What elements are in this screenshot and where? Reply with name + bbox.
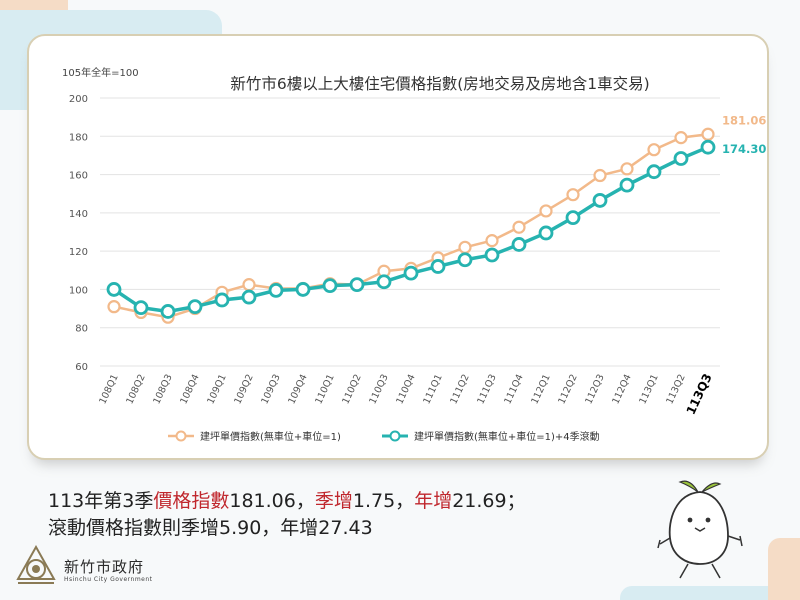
data-point (592, 193, 608, 208)
x-tick-label: 109Q1 (205, 373, 228, 406)
data-point (646, 164, 662, 180)
data-point (376, 274, 392, 290)
x-tick-label: 109Q4 (286, 373, 309, 406)
data-point (214, 292, 230, 308)
data-point (566, 188, 580, 202)
x-tick-label: 109Q3 (259, 373, 282, 406)
data-point (458, 240, 472, 254)
x-tick-label: 112Q2 (556, 373, 579, 406)
bottom-peach-shape (768, 538, 800, 600)
legend-swatch-marker (389, 430, 401, 442)
y-tick-label: 80 (75, 324, 88, 335)
x-tick-label: 111Q2 (448, 373, 471, 406)
x-tick-label: 113Q1 (637, 373, 660, 406)
chart-card (27, 34, 769, 460)
data-point (106, 282, 122, 297)
data-point (242, 278, 256, 292)
y-tick-label: 100 (69, 285, 88, 296)
caption-line-2: 滾動價格指數則季增5.90，年增27.43 (48, 517, 373, 539)
caption-line-1: 113年第3季價格指數181.06，季增1.75，年增21.69； (48, 486, 526, 513)
x-tick-label: 110Q1 (313, 373, 336, 406)
y-tick-label: 60 (75, 362, 88, 373)
data-point (403, 265, 419, 281)
legend-label: 建坪單價指數(無車位+車位=1) (200, 430, 341, 443)
data-point (268, 282, 284, 298)
end-value-label: 181.06 (722, 113, 766, 127)
x-tick-label: 112Q4 (610, 373, 633, 406)
x-tick-label: 113Q3 (684, 371, 715, 416)
data-point (133, 300, 149, 316)
data-point (701, 127, 715, 141)
logo-name: 新竹市政府 (64, 558, 145, 576)
data-point (565, 210, 581, 226)
x-tick-label: 112Q1 (529, 373, 552, 406)
data-point (457, 252, 473, 268)
x-tick-label: 108Q2 (124, 373, 147, 406)
data-point (511, 237, 527, 252)
x-tick-label: 108Q4 (178, 373, 201, 406)
caption-segment: 季增 (314, 490, 353, 512)
x-tick-label: 112Q3 (583, 373, 606, 406)
bottom-blue-shape (620, 586, 800, 600)
data-point (700, 139, 716, 155)
data-point (295, 282, 311, 297)
data-point (539, 204, 553, 218)
city-government-logo (16, 545, 56, 584)
data-point (241, 289, 257, 305)
x-tick-label: 108Q3 (151, 373, 174, 406)
caption-segment: 21.69； (452, 490, 526, 512)
data-point (512, 220, 526, 234)
x-tick-label: 110Q4 (394, 373, 417, 406)
caption-segment: 1.75， (352, 490, 415, 512)
caption-segment: 價格指數 (153, 490, 230, 512)
data-point (593, 168, 607, 183)
x-tick-label: 113Q2 (664, 373, 687, 406)
x-tick-label: 111Q3 (475, 373, 498, 406)
data-point (430, 259, 446, 274)
y-tick-label: 180 (69, 132, 88, 143)
x-tick-label: 111Q1 (421, 373, 444, 406)
legend-swatch-marker (175, 430, 187, 442)
y-tick-label: 200 (69, 94, 88, 105)
data-point (673, 151, 689, 166)
y-axis-label: 105年全年=100 (62, 66, 139, 79)
data-point (322, 278, 338, 294)
x-tick-label: 108Q1 (97, 373, 120, 406)
chart-title: 新竹市6樓以上大樓住宅價格指數(房地交易及房地含1車交易) (230, 75, 649, 93)
data-point (619, 177, 635, 193)
data-point (647, 143, 661, 157)
data-point (674, 131, 688, 145)
end-value-label: 174.30 (722, 142, 766, 156)
x-tick-label: 111Q4 (502, 373, 525, 406)
data-point (620, 162, 634, 176)
data-point (187, 299, 203, 315)
data-point (160, 304, 176, 319)
mascot-illustration (657, 480, 743, 579)
y-tick-label: 120 (69, 247, 88, 258)
caption-segment: 181.06， (229, 490, 315, 512)
data-point (349, 277, 365, 293)
y-tick-label: 140 (69, 209, 88, 220)
legend-label: 建坪單價指數(無車位+車位=1)+4季滾動 (414, 430, 600, 443)
x-tick-label: 110Q2 (340, 373, 363, 406)
x-tick-label: 109Q2 (232, 373, 255, 406)
data-point (107, 300, 121, 314)
data-point (485, 234, 499, 248)
x-tick-label: 110Q3 (367, 373, 390, 406)
caption-segment: 年增 (414, 490, 453, 512)
data-point (538, 225, 554, 241)
logo-english: Hsinchu City Government (64, 576, 153, 583)
caption-segment: 113年第3季 (48, 490, 154, 512)
data-point (484, 247, 500, 263)
y-tick-label: 160 (69, 171, 88, 182)
